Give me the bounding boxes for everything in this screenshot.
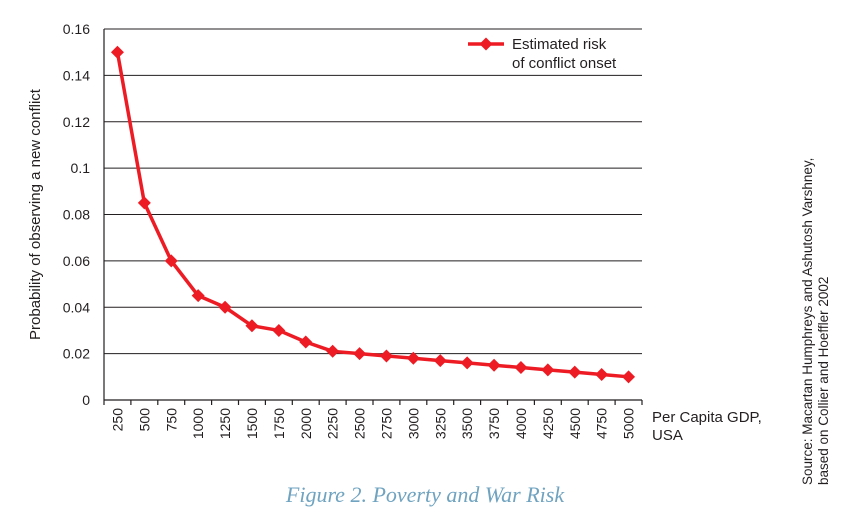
y-tick-label: 0.14 — [63, 67, 90, 83]
data-point-marker — [191, 289, 205, 303]
data-point-marker — [487, 358, 501, 372]
x-tick-label: 2750 — [378, 408, 394, 439]
data-point-marker — [245, 319, 259, 333]
x-tick-label: 4000 — [513, 408, 529, 439]
data-point-marker — [272, 323, 286, 337]
data-point-marker — [541, 363, 555, 377]
x-tick-label: 2500 — [352, 408, 368, 439]
data-point-marker — [353, 347, 367, 361]
x-tick-label: 4500 — [567, 408, 583, 439]
x-tick-labels: 250 500 750 1000 1250 1500 1750 2000 2250 2500 275… — [103, 400, 643, 439]
x-tick-label: 500 — [136, 408, 152, 432]
x-tick-label: 3500 — [459, 408, 475, 439]
x-tick-label: 5000 — [621, 408, 637, 439]
y-tick-label: 0.06 — [63, 253, 90, 269]
x-tick-label: 3000 — [405, 408, 421, 439]
y-tick-label: 0.02 — [63, 346, 90, 362]
x-tick-label: 4750 — [594, 408, 610, 439]
x-tick-label: 2000 — [298, 408, 314, 439]
legend-label-line-2: of conflict onset — [512, 55, 617, 72]
x-tick-label: 4250 — [540, 408, 556, 439]
figure-caption: Figure 2. Poverty and War Risk — [285, 482, 565, 507]
data-point-marker — [460, 356, 474, 370]
grid-lines — [104, 28, 642, 355]
x-tick-label: 1500 — [244, 408, 260, 439]
y-tick-labels: 0 0.02 0.04 0.06 0.08 0.1 0.12 0.14 0.16 — [63, 21, 90, 408]
y-tick-label: 0.1 — [71, 160, 91, 176]
data-point-marker — [218, 300, 232, 314]
source-line-2: based on Collier and Hoeffler 2002 — [816, 276, 831, 485]
series-estimated-risk — [110, 45, 636, 384]
data-point-marker — [110, 45, 124, 59]
data-point-marker — [568, 365, 582, 379]
legend: Estimated risk of conflict onset — [468, 36, 617, 72]
data-point-marker — [406, 351, 420, 365]
x-axis-label-line-1: Per Capita GDP, — [652, 409, 762, 426]
y-tick-label: 0.12 — [63, 114, 90, 130]
x-tick-label: 3750 — [486, 408, 502, 439]
x-tick-label: 1750 — [271, 408, 287, 439]
data-point-marker — [595, 367, 609, 381]
x-tick-label: 1250 — [217, 408, 233, 439]
x-tick-label: 1000 — [190, 408, 206, 439]
source-line-1: Source: Macartan Humphreys and Ashutosh … — [800, 157, 815, 485]
x-tick-label: 2250 — [325, 408, 341, 439]
data-point-marker — [164, 254, 178, 268]
data-point-marker — [622, 370, 636, 384]
data-point-marker — [326, 344, 340, 358]
data-point-marker — [379, 349, 393, 363]
y-tick-label: 0.08 — [63, 207, 90, 223]
data-point-marker — [433, 354, 447, 368]
data-point-marker — [514, 361, 528, 375]
y-tick-label: 0.16 — [63, 21, 90, 37]
data-point-marker — [299, 335, 313, 349]
x-tick-label: 250 — [109, 408, 125, 432]
x-axis-label-line-2: USA — [652, 427, 683, 444]
x-tick-label: 3250 — [432, 408, 448, 439]
legend-marker — [479, 37, 493, 51]
data-point-marker — [137, 196, 151, 210]
x-tick-label: 750 — [163, 408, 179, 432]
y-tick-label: 0.04 — [63, 299, 90, 315]
y-tick-label: 0 — [82, 392, 90, 408]
legend-label-line-1: Estimated risk — [512, 36, 607, 53]
y-axis-label: Probability of observing a new conflict — [27, 88, 44, 340]
source-note: Source: Macartan Humphreys and Ashutosh … — [800, 105, 832, 485]
